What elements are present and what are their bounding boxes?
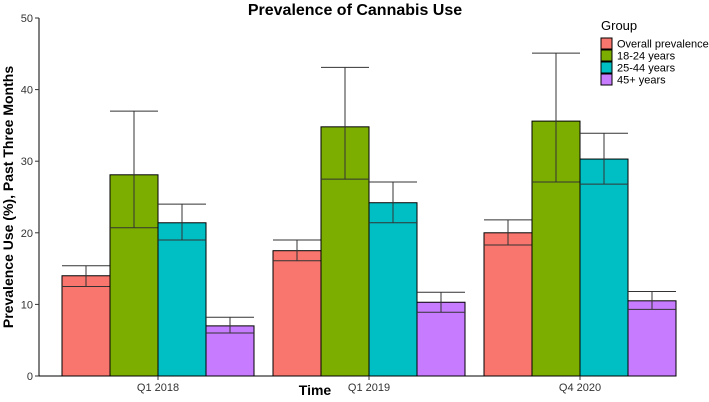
y-tick-label: 0 [27, 371, 33, 383]
bar [627, 300, 677, 377]
x-tick-label: Q1 2018 [137, 382, 179, 394]
y-tick-label: 20 [21, 228, 33, 240]
legend-swatch [600, 49, 613, 62]
y-axis-title: Prevalence Use (%), Past Three Months [0, 66, 16, 328]
bar [579, 158, 629, 377]
plot-area [61, 52, 677, 377]
y-tick-label: 40 [21, 85, 33, 97]
bar [483, 232, 533, 377]
bar [61, 275, 111, 377]
legend-label: Overall prevalence [617, 39, 709, 51]
legend-title: Group [601, 18, 637, 33]
legend-swatch [600, 73, 613, 86]
x-tick-label: Q1 2019 [348, 382, 390, 394]
bar [272, 250, 322, 377]
legend-label: 45+ years [617, 75, 666, 87]
x-axis-title: Time [299, 382, 332, 398]
x-axis-ticks: Q1 2018 Q1 2019 Q4 2020 [137, 376, 601, 394]
bar [157, 222, 207, 377]
legend-label: 18-24 years [617, 51, 676, 63]
legend-label: 25-44 years [617, 63, 676, 75]
legend-swatch [600, 61, 613, 74]
y-tick-label: 50 [21, 13, 33, 25]
bar [368, 202, 418, 377]
y-axis-ticks: 0 10 20 30 40 50 [21, 13, 39, 383]
x-tick-label: Q4 2020 [559, 382, 601, 394]
legend-swatch [600, 37, 613, 50]
chart-title: Prevalence of Cannabis Use [248, 2, 462, 19]
y-tick-label: 30 [21, 156, 33, 168]
y-tick-label: 10 [21, 299, 33, 311]
bar [416, 301, 466, 377]
